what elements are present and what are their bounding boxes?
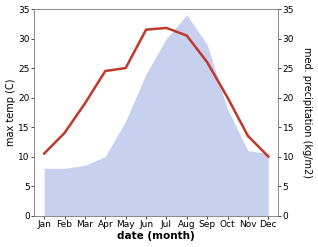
Y-axis label: max temp (C): max temp (C) [5,79,16,146]
Y-axis label: med. precipitation (kg/m2): med. precipitation (kg/m2) [302,47,313,178]
X-axis label: date (month): date (month) [117,231,195,242]
